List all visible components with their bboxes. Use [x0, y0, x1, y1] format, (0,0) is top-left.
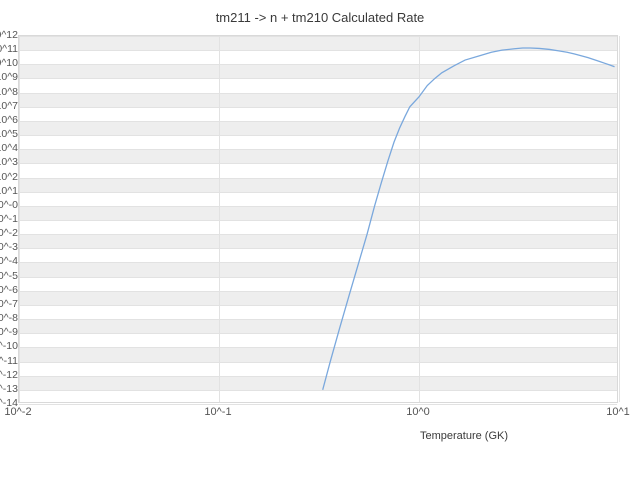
y-tick-label: 10^7	[0, 100, 18, 112]
y-tick-label: 10^-3	[0, 241, 18, 253]
y-tick-label: 10^-13	[0, 383, 18, 395]
y-tick-label: 10^6	[0, 114, 18, 126]
y-tick-label: 10^3	[0, 156, 18, 168]
y-tick-label: 10^11	[0, 43, 18, 55]
y-tick-label: 10^12	[0, 29, 18, 41]
x-tick-label: 10^-1	[204, 406, 231, 418]
y-tick-label: 10^-0	[0, 199, 18, 211]
y-tick-label: 10^-11	[0, 355, 18, 367]
x-tick-label: 10^0	[406, 406, 430, 418]
rate-curve	[19, 36, 619, 404]
y-tick-label: 10^1	[0, 185, 18, 197]
y-tick-label: 10^-2	[0, 227, 18, 239]
x-gridline	[619, 36, 620, 402]
y-tick-label: 10^10	[0, 57, 18, 69]
x-tick-label: 10^-2	[4, 406, 31, 418]
chart-title: tm211 -> n + tm210 Calculated Rate	[0, 10, 640, 25]
y-gridline	[19, 404, 617, 405]
y-tick-label: 10^2	[0, 171, 18, 183]
y-tick-label: 10^-6	[0, 284, 18, 296]
y-tick-label: 10^-9	[0, 326, 18, 338]
chart-container: tm211 -> n + tm210 Calculated Rate 10^12…	[0, 0, 640, 480]
y-tick-label: 10^-8	[0, 312, 18, 324]
y-tick-label: 10^-4	[0, 255, 18, 267]
y-tick-label: 10^-12	[0, 369, 18, 381]
y-tick-label: 10^9	[0, 71, 18, 83]
y-tick-label: 10^-5	[0, 270, 18, 282]
plot-area	[18, 35, 618, 403]
y-tick-label: 10^-10	[0, 340, 18, 352]
y-tick-label: 10^4	[0, 142, 18, 154]
y-tick-label: 10^5	[0, 128, 18, 140]
y-tick-label: 10^-1	[0, 213, 18, 225]
x-tick-label: 10^1	[606, 406, 630, 418]
y-tick-label: 10^8	[0, 86, 18, 98]
y-tick-label: 10^-7	[0, 298, 18, 310]
x-axis-title: Temperature (GK)	[420, 430, 508, 442]
